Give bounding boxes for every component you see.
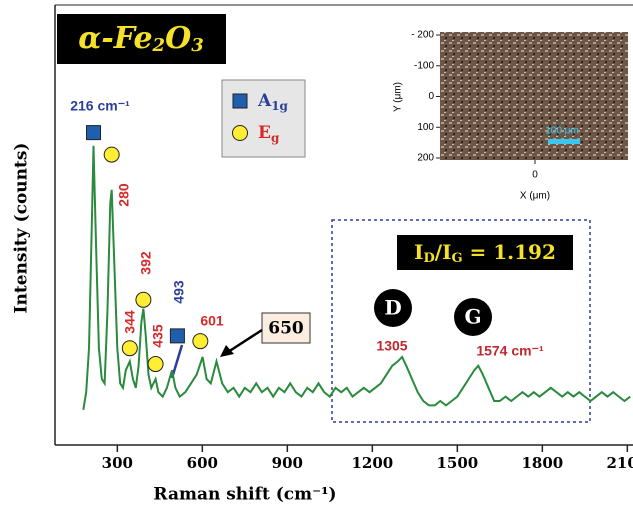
chart: Raman shift (cm⁻¹) Intensity (counts) α-… [0,0,633,507]
x-tick-label: 2100 [606,454,633,472]
chart-title: α-Fe2O3 [78,21,204,56]
legend-part: E [258,123,271,143]
peak-label: 216 cm⁻¹ [70,98,130,114]
inset-y-tick-label: -100 [414,60,434,71]
ratio-part: G [451,251,462,266]
peak-marker [136,292,151,307]
peak-label: 493 [171,280,187,304]
inset-image [440,32,628,160]
title-part: 2 [152,35,166,56]
x-tick-label: 600 [187,454,218,472]
peak-label: 435 [150,324,166,348]
band-name: G [464,305,481,329]
legend-part: A [257,91,272,111]
peak-marker [170,329,184,343]
inset-scale-bar [548,139,580,144]
inset-y-tick-label: 200 [417,153,434,164]
callout-label: 650 [268,319,304,339]
x-tick-label: 300 [102,454,133,472]
ratio-label: ID/IG = 1.192 [414,240,556,266]
title-part: O [165,21,191,56]
band-name: D [384,296,401,320]
peak-marker [148,357,163,372]
x-tick-label: 1500 [436,454,478,472]
callout-arrow [228,330,262,352]
y-axis-label: Intensity (counts) [12,143,32,314]
peak-marker [122,341,137,356]
band-label: 1305 [376,338,407,354]
x-tick-label: 1800 [521,454,563,472]
legend-part: g [271,131,280,145]
legend-marker [233,126,248,141]
ratio-part: = 1.192 [463,240,556,264]
inset-x-tick-label: 0 [532,170,538,181]
x-axis-label: Raman shift (cm⁻¹) [153,485,336,505]
callout-arrowhead [220,345,234,357]
legend-part: 1g [271,99,288,113]
ratio-part: I [414,240,423,264]
inset-scale-label: 100 μm [545,126,579,137]
peak-marker [87,126,101,140]
band-label: 1574 cm⁻¹ [476,343,544,359]
spectrum-line [83,146,630,410]
peak-marker [193,334,208,349]
title-part: α-Fe [78,21,152,56]
inset-y-tick-label: - 200 [411,30,434,41]
inset-y-label: Y (μm) [393,82,404,112]
title-part: 3 [191,35,204,56]
peak-label: 392 [138,251,154,275]
peak-label: 601 [200,313,224,329]
ratio-part: /I [435,240,452,264]
peak-marker [104,147,119,162]
legend-marker [233,94,247,108]
inset-y-tick-label: 0 [428,91,434,102]
inset-x-label: X (μm) [520,191,550,202]
x-tick-label: 1200 [351,454,393,472]
peak-label: 344 [122,310,138,334]
ratio-part: D [423,251,434,266]
inset-y-tick-label: 100 [417,122,434,133]
peak-label: 280 [116,183,132,207]
x-tick-label: 900 [272,454,303,472]
